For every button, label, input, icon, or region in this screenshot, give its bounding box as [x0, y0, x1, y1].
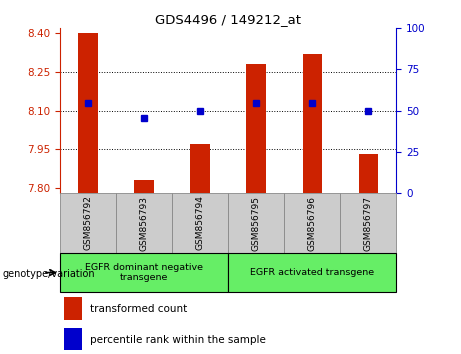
FancyBboxPatch shape	[60, 193, 116, 253]
Text: genotype/variation: genotype/variation	[2, 269, 95, 279]
FancyBboxPatch shape	[284, 193, 340, 253]
Bar	[359, 154, 378, 193]
Bar	[247, 64, 266, 193]
Text: EGFR activated transgene: EGFR activated transgene	[250, 268, 374, 277]
FancyBboxPatch shape	[60, 253, 228, 292]
Text: GSM856796: GSM856796	[308, 195, 317, 251]
Bar	[302, 54, 322, 193]
Title: GDS4496 / 149212_at: GDS4496 / 149212_at	[155, 13, 301, 26]
FancyBboxPatch shape	[116, 193, 172, 253]
Bar	[64, 297, 82, 320]
Bar	[134, 180, 154, 193]
Text: GSM856793: GSM856793	[140, 195, 148, 251]
FancyBboxPatch shape	[228, 253, 396, 292]
Bar	[190, 144, 210, 193]
Text: GSM856794: GSM856794	[195, 195, 205, 251]
FancyBboxPatch shape	[228, 193, 284, 253]
FancyBboxPatch shape	[340, 193, 396, 253]
Bar	[64, 327, 82, 350]
Text: EGFR dominant negative
transgene: EGFR dominant negative transgene	[85, 263, 203, 282]
Text: GSM856797: GSM856797	[364, 195, 373, 251]
Text: GSM856795: GSM856795	[252, 195, 261, 251]
Bar	[78, 34, 98, 193]
Text: percentile rank within the sample: percentile rank within the sample	[90, 335, 266, 344]
FancyBboxPatch shape	[172, 193, 228, 253]
Text: GSM856792: GSM856792	[83, 195, 93, 251]
Text: transformed count: transformed count	[90, 304, 187, 314]
